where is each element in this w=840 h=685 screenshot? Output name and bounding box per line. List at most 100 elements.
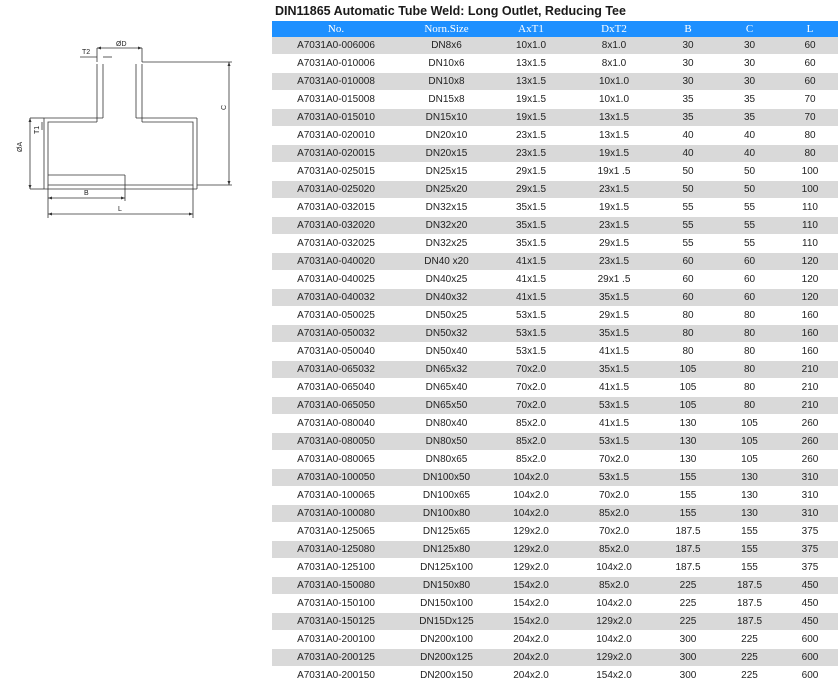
cell-no: A7031A0-032025 bbox=[272, 234, 400, 253]
cell-l: 160 bbox=[782, 342, 838, 361]
cell-size: DN32x20 bbox=[400, 216, 493, 235]
table-row: A7031A0-010006 DN10x6 13x1.5 8x1.0 30 30 60 bbox=[272, 54, 838, 73]
cell-size: DN65x32 bbox=[400, 360, 493, 379]
cell-dxt2: 104x2.0 bbox=[569, 594, 659, 613]
cell-no: A7031A0-150125 bbox=[272, 612, 400, 631]
cell-axt1: 154x2.0 bbox=[493, 612, 569, 631]
cell-size: DN8x6 bbox=[400, 37, 493, 55]
cell-c: 155 bbox=[717, 558, 782, 577]
cell-size: DN200x100 bbox=[400, 630, 493, 649]
cell-l: 260 bbox=[782, 414, 838, 433]
cell-l: 210 bbox=[782, 396, 838, 415]
table-row: A7031A0-125080 DN125x80 129x2.0 85x2.0 187.5… bbox=[272, 540, 838, 559]
cell-l: 120 bbox=[782, 288, 838, 307]
cell-axt1: 13x1.5 bbox=[493, 54, 569, 73]
cell-axt1: 104x2.0 bbox=[493, 504, 569, 523]
cell-dxt2: 23x1.5 bbox=[569, 252, 659, 271]
cell-size: DN80x40 bbox=[400, 414, 493, 433]
cell-size: DN40x32 bbox=[400, 288, 493, 307]
cell-no: A7031A0-010006 bbox=[272, 54, 400, 73]
cell-b: 187.5 bbox=[659, 522, 717, 541]
cell-dxt2: 29x1.5 bbox=[569, 306, 659, 325]
col-header-axt1: AxT1 bbox=[493, 21, 569, 37]
cell-size: DN200x125 bbox=[400, 648, 493, 667]
cell-no: A7031A0-200150 bbox=[272, 666, 400, 685]
cell-axt1: 204x2.0 bbox=[493, 630, 569, 649]
cell-dxt2: 104x2.0 bbox=[569, 630, 659, 649]
cell-size: DN150x100 bbox=[400, 594, 493, 613]
cell-no: A7031A0-065040 bbox=[272, 378, 400, 397]
cell-no: A7031A0-050025 bbox=[272, 306, 400, 325]
tee-technical-drawing: ØD T2 C T1 ØA B L bbox=[17, 41, 232, 218]
cell-axt1: 129x2.0 bbox=[493, 540, 569, 559]
cell-dxt2: 53x1.5 bbox=[569, 432, 659, 451]
cell-no: A7031A0-100065 bbox=[272, 486, 400, 505]
cell-c: 80 bbox=[717, 306, 782, 325]
col-header-dxt2: DxT2 bbox=[569, 21, 659, 37]
cell-no: A7031A0-200125 bbox=[272, 648, 400, 667]
table-row: A7031A0-025020 DN25x20 29x1.5 23x1.5 50 50 100 bbox=[272, 180, 838, 199]
cell-b: 130 bbox=[659, 450, 717, 469]
cell-size: DN100x80 bbox=[400, 504, 493, 523]
cell-size: DN80x65 bbox=[400, 450, 493, 469]
cell-b: 55 bbox=[659, 198, 717, 217]
cell-dxt2: 70x2.0 bbox=[569, 486, 659, 505]
cell-l: 600 bbox=[782, 648, 838, 667]
cell-size: DN40 x20 bbox=[400, 252, 493, 271]
cell-no: A7031A0-040025 bbox=[272, 270, 400, 289]
cell-no: A7031A0-125065 bbox=[272, 522, 400, 541]
table-row: A7031A0-050040 DN50x40 53x1.5 41x1.5 80 80 160 bbox=[272, 342, 838, 361]
cell-size: DN100x50 bbox=[400, 468, 493, 487]
cell-dxt2: 23x1.5 bbox=[569, 216, 659, 235]
cell-dxt2: 70x2.0 bbox=[569, 450, 659, 469]
cell-size: DN20x15 bbox=[400, 144, 493, 163]
cell-b: 105 bbox=[659, 396, 717, 415]
cell-size: DN50x40 bbox=[400, 342, 493, 361]
cell-dxt2: 19x1 .5 bbox=[569, 162, 659, 181]
cell-c: 55 bbox=[717, 198, 782, 217]
cell-size: DN15x10 bbox=[400, 108, 493, 127]
cell-axt1: 104x2.0 bbox=[493, 468, 569, 487]
table-row: A7031A0-100065 DN100x65 104x2.0 70x2.0 155 13… bbox=[272, 486, 838, 505]
cell-size: DN25x15 bbox=[400, 162, 493, 181]
cell-size: DN15x8 bbox=[400, 90, 493, 109]
cell-l: 110 bbox=[782, 198, 838, 217]
cell-l: 310 bbox=[782, 486, 838, 505]
cell-size: DN80x50 bbox=[400, 432, 493, 451]
table-row: A7031A0-065032 DN65x32 70x2.0 35x1.5 105 80 21… bbox=[272, 360, 838, 379]
cell-axt1: 85x2.0 bbox=[493, 414, 569, 433]
cell-l: 120 bbox=[782, 252, 838, 271]
cell-axt1: 154x2.0 bbox=[493, 594, 569, 613]
cell-dxt2: 29x1.5 bbox=[569, 234, 659, 253]
cell-dxt2: 85x2.0 bbox=[569, 504, 659, 523]
cell-b: 225 bbox=[659, 594, 717, 613]
cell-l: 60 bbox=[782, 37, 838, 55]
cell-no: A7031A0-080050 bbox=[272, 432, 400, 451]
cell-b: 130 bbox=[659, 414, 717, 433]
dim-label-t2: T2 bbox=[82, 49, 90, 56]
cell-dxt2: 53x1.5 bbox=[569, 468, 659, 487]
cell-size: DN50x25 bbox=[400, 306, 493, 325]
cell-b: 225 bbox=[659, 612, 717, 631]
cell-dxt2: 13x1.5 bbox=[569, 108, 659, 127]
cell-c: 225 bbox=[717, 630, 782, 649]
cell-c: 55 bbox=[717, 216, 782, 235]
cell-b: 60 bbox=[659, 288, 717, 307]
cell-c: 80 bbox=[717, 378, 782, 397]
table-row: A7031A0-125100 DN125x100 129x2.0 104x2.0 187… bbox=[272, 558, 838, 577]
cell-no: A7031A0-050032 bbox=[272, 324, 400, 343]
cell-no: A7031A0-065050 bbox=[272, 396, 400, 415]
cell-l: 110 bbox=[782, 234, 838, 253]
cell-l: 600 bbox=[782, 630, 838, 649]
cell-size: DN10x8 bbox=[400, 72, 493, 91]
cell-size: DN150x80 bbox=[400, 576, 493, 595]
cell-size: DN32x25 bbox=[400, 234, 493, 253]
cell-dxt2: 10x1.0 bbox=[569, 90, 659, 109]
cell-l: 310 bbox=[782, 468, 838, 487]
cell-no: A7031A0-010008 bbox=[272, 72, 400, 91]
dim-label-t1: T1 bbox=[34, 126, 41, 134]
cell-l: 60 bbox=[782, 54, 838, 73]
cell-l: 260 bbox=[782, 432, 838, 451]
cell-dxt2: 41x1.5 bbox=[569, 378, 659, 397]
cell-no: A7031A0-020015 bbox=[272, 144, 400, 163]
